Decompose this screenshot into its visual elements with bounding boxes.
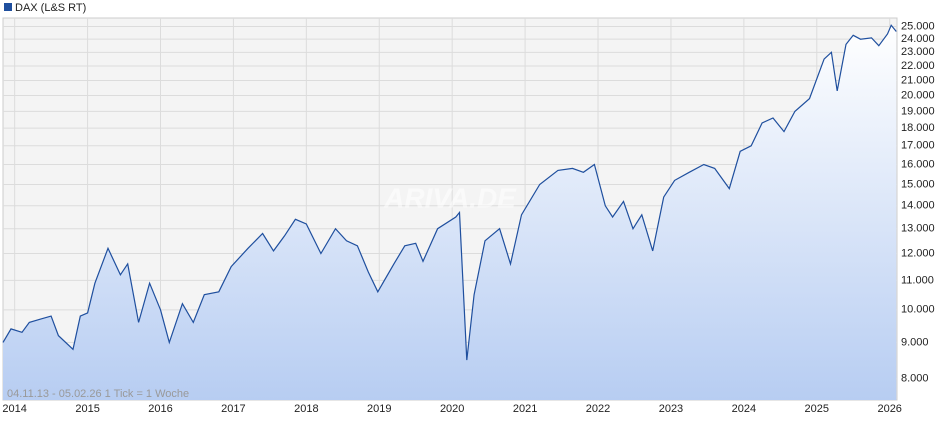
- y-tick-label: 24.000: [901, 33, 935, 45]
- x-tick-label: 2021: [513, 403, 537, 415]
- y-tick-label: 21.000: [901, 74, 935, 86]
- y-tick-label: 14.000: [901, 200, 935, 212]
- area: [3, 25, 897, 401]
- y-tick-label: 8.000: [901, 373, 929, 385]
- y-tick-label: 13.000: [901, 223, 935, 235]
- line: [2, 24, 897, 361]
- x-tick-label: 2022: [586, 403, 610, 415]
- x-tick-label: 2023: [659, 403, 683, 415]
- x-tick-label: 2019: [367, 403, 391, 415]
- y-tick-label: 15.000: [901, 178, 935, 190]
- x-tick-label: 2018: [294, 403, 318, 415]
- y-tick-label: 9.000: [901, 336, 929, 348]
- y-tick-label: 12.000: [901, 247, 935, 259]
- y-tick-label: 18.000: [901, 122, 935, 134]
- y-tick-label: 19.000: [901, 105, 935, 117]
- y-tick-label: 25.000: [901, 20, 935, 32]
- y-tick-label: 10.000: [901, 304, 935, 316]
- x-tick-label: 2025: [805, 403, 829, 415]
- x-tick-label: 2014: [2, 403, 26, 415]
- x-tick-label: 2024: [732, 403, 756, 415]
- y-tick-label: 11.000: [901, 274, 934, 286]
- y-tick-label: 23.000: [901, 46, 935, 58]
- legend-label: DAX (L&S RT): [15, 2, 86, 14]
- x-tick-label: 2017: [221, 403, 245, 415]
- y-tick-label: 20.000: [901, 89, 935, 101]
- watermark: ARIVA.DE: [383, 182, 517, 213]
- x-tick-label: 2026: [877, 403, 901, 415]
- y-tick-label: 22.000: [901, 60, 935, 72]
- x-tick-label: 2020: [440, 403, 464, 415]
- legend-swatch: [4, 3, 12, 11]
- y-tick-label: 17.000: [901, 140, 935, 152]
- x-tick-label: 2015: [75, 403, 99, 415]
- footnote: 04.11.13 - 05.02.26 1 Tick = 1 Woche: [7, 388, 189, 400]
- y-tick-label: 16.000: [901, 158, 935, 170]
- x-tick-label: 2016: [148, 403, 172, 415]
